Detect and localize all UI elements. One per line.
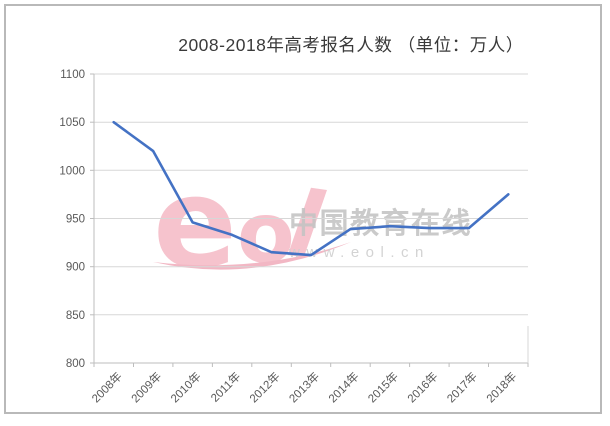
chart-frame: 2008-2018年高考报名人数 （单位：万人） e o l 中国教育在线 ww…	[4, 4, 602, 414]
x-axis-label: 2008年	[89, 369, 125, 405]
x-axis-label: 2018年	[483, 369, 519, 405]
y-axis-label: 950	[66, 214, 85, 226]
y-axis-label: 900	[66, 262, 85, 274]
x-axis-label: 2011年	[208, 369, 244, 405]
x-axis-label: 2016年	[404, 369, 440, 405]
y-axis-label: 850	[66, 310, 85, 322]
x-axis-label: 2017年	[444, 369, 480, 405]
x-axis-label: 2010年	[168, 369, 204, 405]
series-line	[112, 120, 510, 257]
x-axis-label: 2015年	[365, 369, 401, 405]
y-axis-label: 1050	[59, 117, 85, 129]
x-axis-label: 2013年	[286, 369, 322, 405]
y-axis-label: 1000	[59, 165, 85, 177]
chart-title: 2008-2018年高考报名人数 （单位：万人）	[178, 35, 524, 55]
x-axis-label: 2009年	[128, 369, 164, 405]
watermark-brand-text: 中国教育在线	[289, 208, 473, 240]
y-axis-label: 1100	[60, 69, 85, 81]
y-axis-label: 800	[66, 358, 85, 370]
x-axis-label: 2014年	[325, 369, 361, 405]
x-axis-label: 2012年	[246, 369, 282, 405]
